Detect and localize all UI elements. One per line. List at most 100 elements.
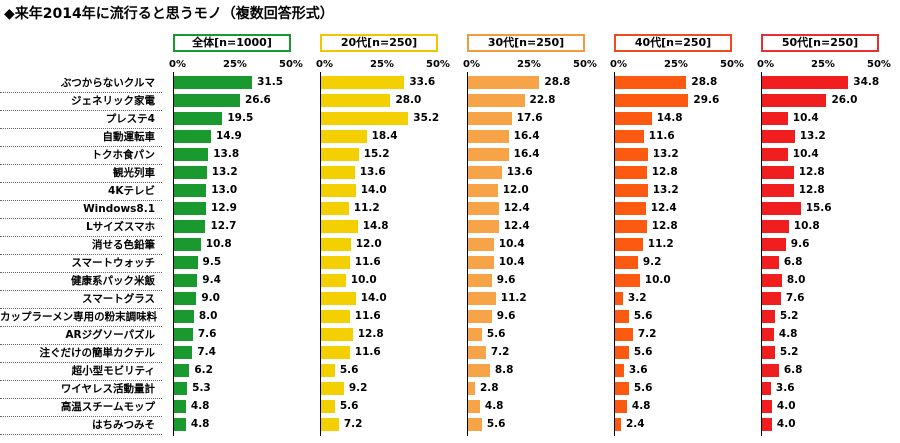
data-label: 10.4: [792, 148, 819, 160]
data-label: 31.5: [257, 76, 284, 88]
data-label: 12.9: [210, 202, 237, 214]
bar: [762, 184, 794, 197]
row-separator: [0, 290, 162, 291]
category-label: ワイヤレス活動量計: [60, 383, 155, 395]
bar: [468, 346, 486, 359]
data-label: 9.2: [348, 382, 368, 394]
data-label: 3.6: [628, 364, 648, 376]
tick-label: 25%: [811, 59, 835, 70]
category-label: カップラーメン専用の粉末調味料: [0, 311, 158, 323]
bar: [615, 382, 629, 395]
bar: [321, 346, 350, 359]
data-label: 9.6: [496, 274, 516, 286]
category-label: ジェネリック家電: [71, 95, 155, 107]
bar: [174, 130, 211, 143]
tick-label: 0%: [463, 59, 480, 70]
category-label: はちみつみそ: [92, 419, 155, 431]
data-label: 6.2: [194, 364, 213, 376]
panel-header: 40代[n=250]: [614, 34, 732, 52]
bar: [321, 382, 344, 395]
category-label: トクホ食パン: [91, 149, 155, 161]
data-label: 7.2: [490, 346, 510, 358]
tick-label: 50%: [279, 59, 303, 70]
data-label: 7.2: [637, 328, 657, 340]
data-label: 4.0: [776, 400, 796, 412]
bar: [321, 328, 353, 341]
bar: [615, 184, 648, 197]
bar: [615, 418, 621, 431]
data-label: 9.6: [496, 310, 516, 322]
data-label: 4.8: [190, 400, 210, 412]
data-label: 9.4: [202, 274, 221, 286]
data-label: 13.8: [213, 148, 240, 160]
bar: [321, 238, 351, 251]
bar: [174, 328, 193, 341]
bar: [321, 310, 350, 323]
data-label: 14.0: [360, 292, 387, 304]
bar: [615, 400, 627, 413]
bar: [615, 220, 647, 233]
bar: [174, 112, 223, 125]
data-label: 2.8: [479, 382, 499, 394]
row-separator: [0, 344, 162, 345]
data-label: 19.5: [227, 112, 254, 124]
bar: [762, 94, 827, 107]
data-label: 9.0: [201, 292, 220, 304]
category-label: ARジグソーパズル: [65, 329, 155, 341]
bar: [615, 94, 689, 107]
tick-label: 25%: [370, 59, 394, 70]
row-separator: [0, 128, 162, 129]
bar: [321, 184, 356, 197]
panel-header: 全体[n=1000]: [173, 34, 291, 52]
data-label: 14.8: [656, 112, 683, 124]
data-label: 13.2: [211, 166, 238, 178]
data-label: 4.8: [484, 400, 504, 412]
bar: [468, 130, 509, 143]
tick-label: 50%: [867, 59, 891, 70]
tick-label: 0%: [757, 59, 774, 70]
bar: [468, 382, 475, 395]
row-separator: [0, 200, 162, 201]
bar: [762, 346, 775, 359]
bar: [615, 328, 633, 341]
data-label: 10.0: [644, 274, 671, 286]
data-label: 8.0: [786, 274, 806, 286]
data-label: 13.6: [506, 166, 533, 178]
bar: [468, 112, 512, 125]
category-label: スマートグラス: [82, 293, 155, 305]
data-label: 13.6: [359, 166, 386, 178]
bar: [321, 292, 356, 305]
row-separator: [0, 272, 162, 273]
bar: [174, 274, 198, 287]
data-label: 5.6: [633, 346, 653, 358]
data-label: 34.8: [853, 76, 880, 88]
bar: [321, 274, 346, 287]
bar: [615, 76, 687, 89]
category-label: 4Kテレビ: [108, 185, 155, 197]
data-label: 15.6: [805, 202, 832, 214]
data-label: 11.2: [500, 292, 527, 304]
bar: [174, 382, 188, 395]
bar: [615, 130, 644, 143]
bar: [468, 94, 525, 107]
row-separator: [0, 218, 162, 219]
row-separator: [0, 92, 162, 93]
bar: [762, 400, 772, 413]
bar: [762, 130, 795, 143]
data-label: 3.6: [775, 382, 795, 394]
bar: [762, 148, 788, 161]
data-label: 12.4: [503, 220, 530, 232]
data-label: 29.6: [693, 94, 720, 106]
row-separator: [0, 110, 162, 111]
chart-title: ◆来年2014年に流行ると思うモノ（複数回答形式）: [4, 6, 334, 22]
data-label: 9.5: [202, 256, 222, 268]
data-label: 28.8: [544, 76, 571, 88]
data-label: 11.6: [354, 256, 381, 268]
bar: [762, 382, 771, 395]
bar: [468, 220, 499, 233]
data-label: 13.2: [652, 184, 679, 196]
data-label: 5.6: [633, 382, 653, 394]
data-label: 5.2: [779, 346, 799, 358]
data-label: 10.4: [498, 256, 525, 268]
data-label: 4.8: [190, 418, 210, 430]
